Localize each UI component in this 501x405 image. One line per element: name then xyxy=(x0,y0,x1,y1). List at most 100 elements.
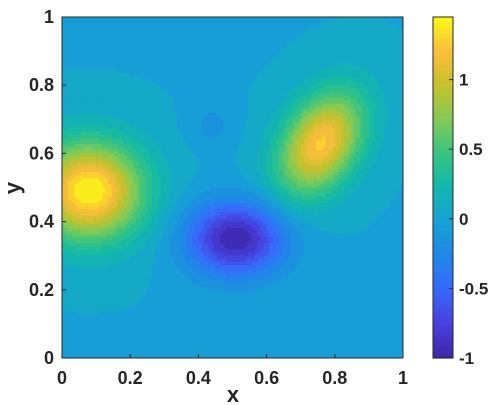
contour-cell xyxy=(322,91,327,96)
contour-cell xyxy=(179,63,184,68)
contour-cell xyxy=(86,79,91,83)
contour-cell xyxy=(362,91,367,96)
contour-cell xyxy=(71,134,75,139)
contour-cell xyxy=(198,156,203,161)
contour-cell xyxy=(390,88,395,92)
contour-cell xyxy=(359,147,364,151)
contour-cell xyxy=(356,69,361,74)
contour-cell xyxy=(325,38,330,43)
contour-cell xyxy=(148,103,153,108)
contour-cell xyxy=(117,103,122,108)
contour-cell xyxy=(353,88,358,92)
contour-cell xyxy=(99,122,103,127)
contour-cell xyxy=(291,122,296,127)
contour-cell xyxy=(204,97,209,102)
contour-cell xyxy=(316,29,320,34)
contour-cell xyxy=(396,32,401,37)
contour-cell xyxy=(170,103,175,108)
contour-cell xyxy=(105,144,110,148)
contour-cell xyxy=(275,23,280,27)
contour-cell xyxy=(378,116,382,120)
contour-cell xyxy=(176,88,181,92)
contour-cell xyxy=(96,41,100,46)
contour-cell xyxy=(387,82,392,86)
contour-cell xyxy=(375,128,379,133)
contour-cell xyxy=(173,23,178,27)
contour-cell xyxy=(176,141,181,145)
contour-cell xyxy=(334,54,339,58)
contour-cell xyxy=(310,94,314,99)
contour-cell xyxy=(337,150,342,154)
contour-cell xyxy=(303,20,308,24)
contour-cell xyxy=(362,17,367,21)
contour-cell xyxy=(365,69,370,74)
contour-cell xyxy=(68,137,72,142)
contour-cell xyxy=(254,128,258,133)
contour-cell xyxy=(328,32,333,37)
contour-cell xyxy=(337,60,342,65)
contour-cell xyxy=(164,141,168,145)
contour-cell xyxy=(68,131,72,136)
contour-cell xyxy=(291,20,296,24)
contour-cell xyxy=(266,54,271,58)
contour-cell xyxy=(74,103,79,108)
contour-cell xyxy=(148,141,153,145)
contour-cell xyxy=(130,110,134,114)
contour-cell xyxy=(176,91,181,96)
contour-cell xyxy=(201,66,206,71)
contour-cell xyxy=(384,54,389,58)
contour-cell xyxy=(331,122,336,127)
contour-cell xyxy=(136,66,141,71)
contour-cell xyxy=(266,75,271,80)
contour-cell xyxy=(285,20,289,24)
contour-cell xyxy=(353,119,358,123)
contour-cell xyxy=(306,69,311,74)
contour-cell xyxy=(269,41,274,46)
contour-cell xyxy=(133,137,137,142)
contour-cell xyxy=(300,51,305,55)
contour-cell xyxy=(365,41,370,46)
contour-cell xyxy=(198,150,203,154)
contour-cell xyxy=(195,82,199,86)
contour-cell xyxy=(136,29,141,34)
contour-cell xyxy=(232,69,237,74)
contour-cell xyxy=(303,82,308,86)
contour-cell xyxy=(167,91,172,96)
contour-cell xyxy=(96,91,100,96)
contour-cell xyxy=(155,106,159,111)
contour-cell xyxy=(285,44,289,49)
contour-cell xyxy=(347,20,351,24)
contour-cell xyxy=(285,147,289,151)
contour-cell xyxy=(223,131,227,136)
contour-cell xyxy=(263,94,268,99)
contour-cell xyxy=(359,100,364,105)
contour-cell xyxy=(213,94,218,99)
contour-cell xyxy=(279,91,283,96)
contour-cell xyxy=(173,122,178,127)
contour-cell xyxy=(136,156,141,161)
contour-cell xyxy=(288,41,292,46)
contour-cell xyxy=(368,119,373,123)
contour-cell xyxy=(89,23,94,27)
contour-cell xyxy=(306,26,311,30)
contour-cell xyxy=(356,103,361,108)
contour-cell xyxy=(387,60,392,65)
contour-cell xyxy=(313,54,317,58)
contour-cell xyxy=(356,57,361,61)
contour-cell xyxy=(176,156,181,161)
contour-cell xyxy=(136,79,141,83)
contour-cell xyxy=(232,54,237,58)
contour-cell xyxy=(158,119,162,123)
contour-cell xyxy=(124,51,128,55)
contour-cell xyxy=(381,110,385,114)
contour-cell xyxy=(89,137,94,142)
contour-cell xyxy=(204,79,209,83)
contour-cell xyxy=(322,88,327,92)
contour-cell xyxy=(248,41,252,46)
contour-cell xyxy=(120,91,125,96)
contour-cell xyxy=(303,144,308,148)
contour-cell xyxy=(244,106,249,111)
contour-cell xyxy=(117,79,122,83)
contour-cell xyxy=(204,54,209,58)
contour-cell xyxy=(68,48,72,52)
